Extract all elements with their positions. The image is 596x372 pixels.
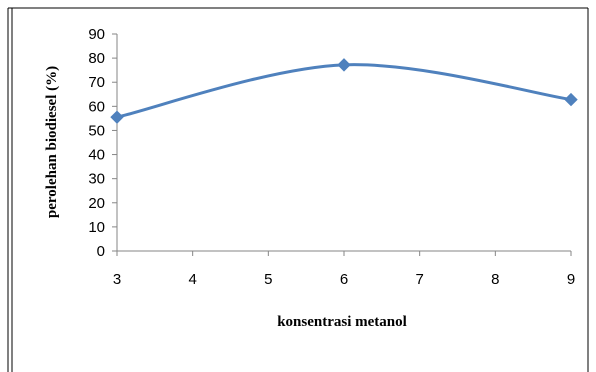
y-tick-label: 0 <box>97 243 105 260</box>
y-tick-label: 80 <box>88 50 105 67</box>
series <box>116 63 572 119</box>
x-axis-title: konsentrasi metanol <box>277 314 407 330</box>
data-point-marker <box>110 110 124 124</box>
y-tick-label: 40 <box>88 147 105 164</box>
y-tick-label: 70 <box>88 74 105 91</box>
y-axis-title: perolehan biodiesel (%) <box>44 66 60 218</box>
x-tick-label: 9 <box>567 271 575 288</box>
y-tick-label: 10 <box>88 219 105 236</box>
y-tick-label: 30 <box>88 171 105 188</box>
x-tick-label: 4 <box>188 271 196 288</box>
markers <box>110 58 578 124</box>
data-point-marker <box>564 92 578 107</box>
data-point-marker <box>337 58 351 72</box>
y-tick-label: 60 <box>88 98 105 115</box>
x-tick-label: 6 <box>340 271 348 288</box>
tick-labels: 0 10 20 30 40 50 60 70 80 90 3 4 5 6 7 8 9 <box>88 26 575 288</box>
y-tick-label: 90 <box>88 26 105 43</box>
x-tick-label: 5 <box>264 271 272 288</box>
series-line <box>116 63 572 119</box>
y-tick-label: 50 <box>88 122 105 139</box>
x-tick-label: 3 <box>113 271 121 288</box>
x-tick-label: 7 <box>415 271 423 288</box>
x-tick-label: 8 <box>491 271 499 288</box>
axes <box>112 33 572 256</box>
y-tick-label: 20 <box>88 195 105 212</box>
